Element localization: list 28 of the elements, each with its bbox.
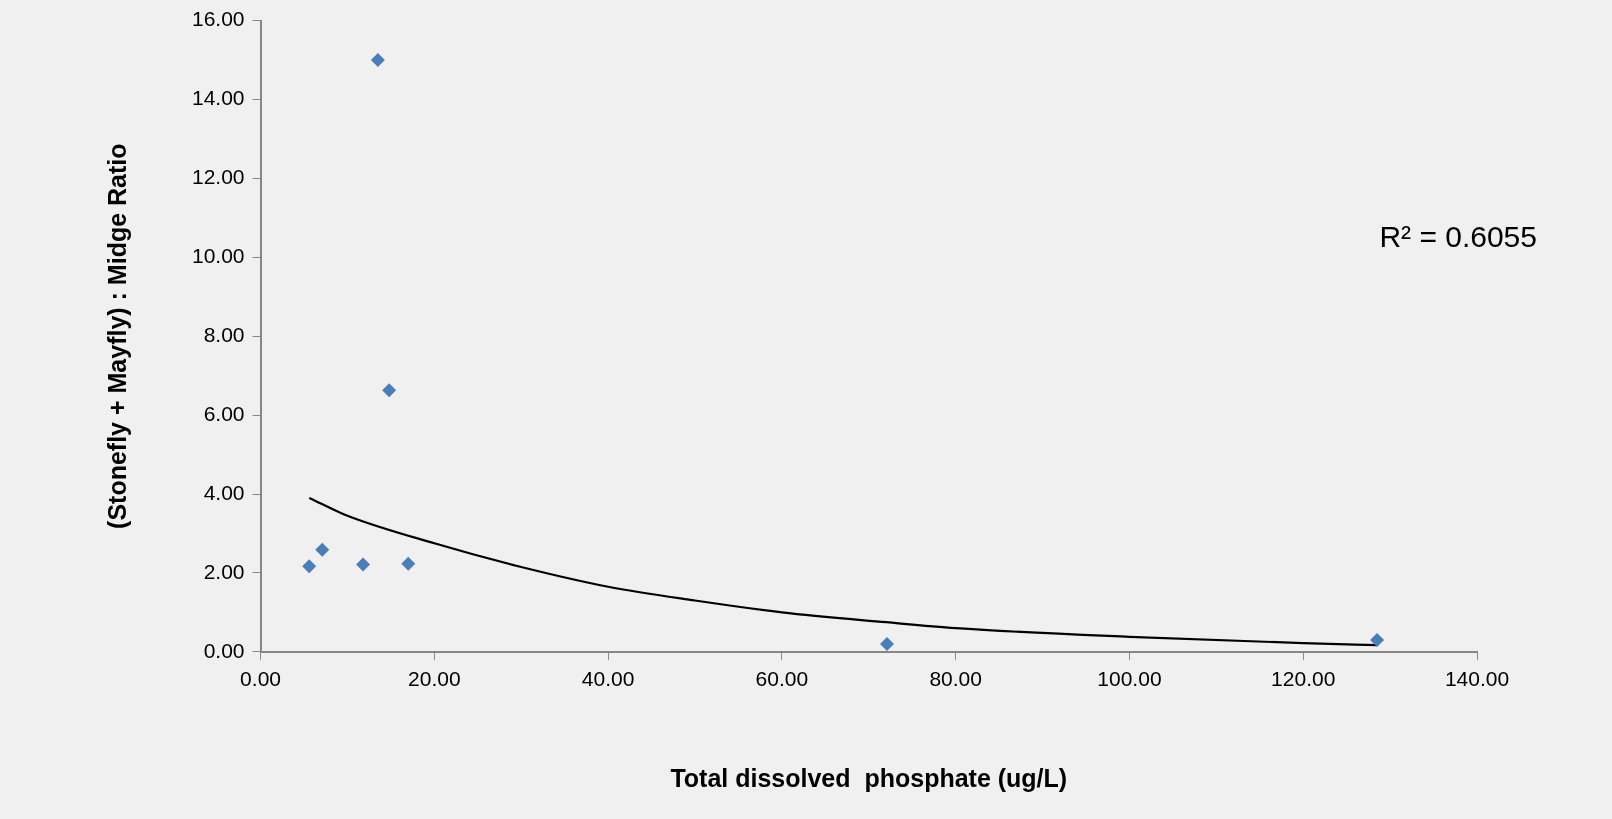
x-tick-label: 20.00 xyxy=(408,667,461,691)
point xyxy=(401,556,416,571)
y-tick-label: 6.00 xyxy=(203,401,245,425)
point xyxy=(382,383,397,398)
y-tick-label: 10.00 xyxy=(191,244,245,268)
y-tick-label: 16.00 xyxy=(191,7,245,31)
point xyxy=(302,559,317,574)
point xyxy=(1370,632,1385,647)
point xyxy=(356,557,371,572)
y-tick-label: 12.00 xyxy=(191,165,245,189)
y-tick-label: 2.00 xyxy=(203,559,245,583)
x-tick-label: 80.00 xyxy=(929,667,982,691)
x-tick-label: 140.00 xyxy=(1444,667,1510,691)
x-tick-label: 60.00 xyxy=(755,667,809,691)
y-tick-label: 4.00 xyxy=(203,480,245,504)
x-tick-label: 0.00 xyxy=(240,667,281,691)
x-tick-label: 100.00 xyxy=(1097,667,1162,691)
y-axis-title: (Stonefly + Mayfly) : Midge Ratio xyxy=(102,143,131,529)
x-tick-label: 40.00 xyxy=(581,667,635,691)
point xyxy=(315,542,330,557)
y-tick-label: 8.00 xyxy=(203,323,245,346)
point xyxy=(880,636,895,651)
point xyxy=(370,53,385,68)
y-tick-label: 0.00 xyxy=(203,638,245,662)
y-tick-label: 14.00 xyxy=(191,86,245,110)
x-axis-title: Total dissolved phosphate (ug/L) xyxy=(670,763,1068,792)
x-tick-label: 120.00 xyxy=(1271,667,1336,691)
annotation: R² = 0.6055 xyxy=(1379,219,1537,253)
